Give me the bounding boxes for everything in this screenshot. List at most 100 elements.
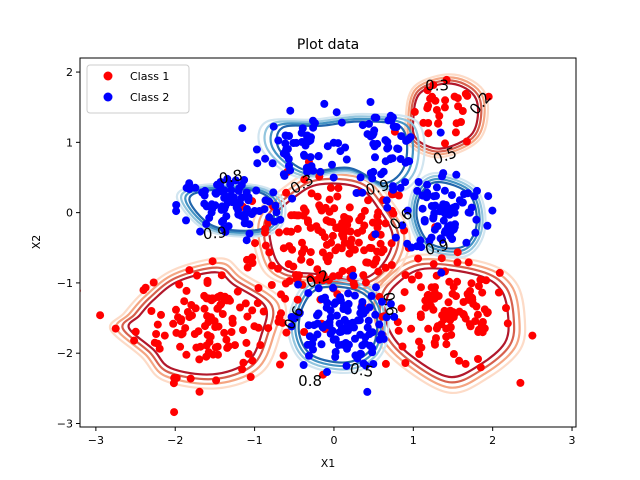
- class-1-point: [401, 359, 410, 367]
- class-1-point: [195, 387, 204, 396]
- class-2-point: [271, 201, 280, 210]
- class-1-point: [480, 305, 489, 314]
- class-2-point: [297, 128, 306, 137]
- class-1-point: [454, 102, 463, 111]
- legend-marker-class-1: [103, 71, 113, 81]
- class-1-contour: [409, 79, 483, 153]
- class-1-point: [325, 195, 334, 204]
- class-2-point: [447, 191, 456, 200]
- class-2-point: [471, 228, 480, 237]
- class-2-point: [403, 206, 412, 215]
- class-1-point: [233, 287, 242, 296]
- class-2-point: [317, 295, 326, 303]
- class-1-point: [299, 211, 308, 220]
- class-2-point: [352, 189, 361, 197]
- class-2-point: [219, 224, 228, 233]
- class-2-point: [299, 361, 308, 369]
- class-2-point: [339, 305, 348, 313]
- class-2-point: [244, 196, 253, 205]
- class-1-point: [231, 341, 239, 350]
- class-1-point: [450, 92, 459, 101]
- class-1-point: [417, 283, 425, 292]
- class-1-point: [212, 376, 221, 385]
- class-1-point: [248, 259, 257, 267]
- class-2-point: [322, 303, 331, 312]
- class-1-point: [446, 316, 455, 325]
- class-1-point: [149, 278, 158, 287]
- class-1-point: [453, 248, 462, 257]
- class-2-point: [363, 387, 372, 396]
- class-2-point: [237, 211, 246, 220]
- contour-label: 0.3: [425, 77, 449, 95]
- class-2-point: [329, 173, 338, 182]
- class-2-point: [336, 293, 345, 302]
- class-2-point: [269, 122, 278, 131]
- legend-label-class-1: Class 1: [130, 70, 169, 83]
- class-2-point: [242, 236, 251, 245]
- class-1-point: [449, 350, 458, 358]
- class-1-point: [242, 338, 251, 347]
- class-2-point: [331, 353, 340, 361]
- class-2-point: [484, 192, 493, 201]
- legend: Class 1 Class 2: [86, 64, 190, 114]
- class-2-point: [432, 183, 441, 192]
- class-1-point: [141, 283, 150, 292]
- class-2-contour: [257, 112, 426, 194]
- class-2-point: [305, 351, 313, 360]
- class-1-point: [423, 86, 432, 95]
- class-1-point: [335, 224, 344, 233]
- x-tick-label: 2: [489, 434, 496, 447]
- class-2-point: [398, 221, 407, 230]
- class-2-point: [417, 243, 426, 252]
- y-tick-label: −3: [57, 417, 73, 430]
- class-1-point: [348, 265, 357, 274]
- class-1-point: [147, 307, 156, 315]
- class-1-point: [228, 314, 237, 323]
- class-2-point: [309, 123, 318, 132]
- class-1-point: [288, 245, 297, 254]
- class-1-point: [208, 257, 217, 266]
- class-1-point: [331, 246, 340, 255]
- class-2-point: [302, 163, 311, 172]
- class-2-point: [383, 203, 392, 212]
- class-2-point: [379, 167, 388, 176]
- class-1-point: [502, 304, 510, 312]
- class-1-point: [429, 260, 438, 269]
- class-2-point: [314, 152, 323, 161]
- class-2-contour: [275, 120, 409, 185]
- class-2-point: [378, 297, 386, 306]
- class-1-point: [251, 239, 259, 248]
- class-1-point: [194, 327, 203, 336]
- y-tick-label: −1: [57, 277, 73, 290]
- class-1-point: [424, 101, 433, 110]
- class-1-point: [373, 247, 382, 256]
- class-1-point: [216, 291, 225, 300]
- class-2-point: [403, 239, 412, 248]
- class-2-point: [386, 300, 395, 308]
- class-1-point: [381, 219, 390, 228]
- class-1-point: [185, 266, 194, 275]
- class-1-point: [447, 330, 456, 339]
- class-2-point: [349, 271, 358, 280]
- class-1-point: [275, 313, 284, 322]
- class-1-point: [455, 356, 464, 365]
- class-1-point: [343, 220, 352, 229]
- x-tick-label: 1: [410, 434, 417, 447]
- class-1-point: [282, 227, 291, 236]
- class-1-point: [211, 343, 220, 352]
- class-1-point: [130, 336, 139, 345]
- x-tick-label: −3: [88, 434, 104, 447]
- class-2-point: [356, 173, 365, 182]
- class-1-point: [182, 350, 191, 359]
- class-1-point: [279, 351, 288, 360]
- class-2-point: [368, 344, 377, 353]
- class-1-point: [333, 192, 342, 201]
- class-1-point: [328, 231, 337, 240]
- class-2-point: [436, 128, 445, 137]
- class-1-point: [290, 211, 299, 220]
- class-1-point: [111, 324, 120, 333]
- class-2-point: [440, 228, 449, 237]
- class-2-point: [268, 159, 277, 168]
- class-2-point: [365, 119, 373, 128]
- class-2-point: [287, 313, 296, 321]
